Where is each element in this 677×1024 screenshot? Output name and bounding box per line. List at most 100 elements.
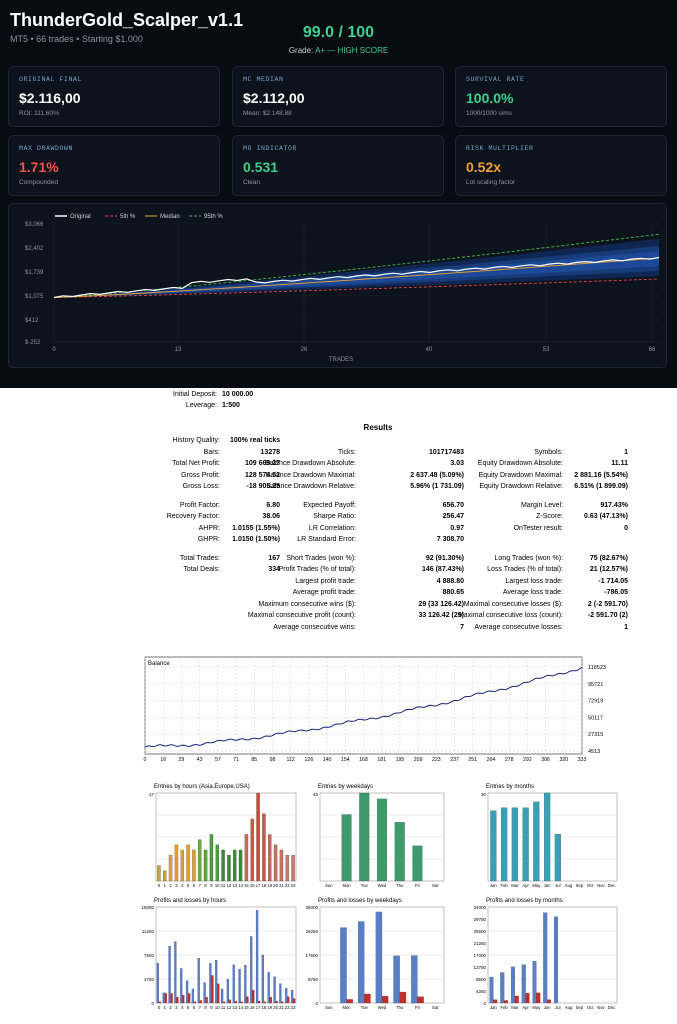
result-value: 0.97: [450, 524, 464, 532]
profit-bar: [162, 992, 165, 1004]
y-tick: 27315: [588, 732, 603, 738]
card-risk-multiplier: RISK MULTIPLIER 0.52x Lot scaling factor: [455, 135, 667, 196]
x-tick: 18: [262, 883, 267, 888]
loss-bar: [176, 997, 179, 1004]
loss-bar: [205, 997, 208, 1004]
histogram-bar: [511, 807, 518, 882]
loss-bar: [246, 996, 249, 1004]
x-tick: 333: [578, 757, 587, 763]
profit-bar: [215, 960, 218, 1004]
profit-bar: [261, 954, 265, 1004]
result-value: 109 669.27: [244, 460, 280, 467]
result-label: Average loss trade:: [502, 589, 563, 596]
x-tick: 19: [267, 1005, 272, 1010]
loss-bar: [193, 1001, 197, 1004]
x-tick: 10: [215, 1005, 220, 1010]
x-tick: 0: [144, 757, 147, 763]
score-value: 99.0 / 100: [302, 24, 375, 41]
y-tick: 50117: [588, 715, 603, 721]
x-tick: 1: [164, 883, 167, 888]
profit-bar: [554, 916, 558, 1004]
profit-bar: [238, 968, 241, 1004]
x-tick: 1: [164, 1005, 167, 1010]
result-label: Total Net Profit:: [172, 460, 220, 467]
profit-bar: [290, 990, 294, 1004]
loss-bar: [211, 975, 214, 1004]
x-tick: 7: [199, 1005, 202, 1010]
x-tick: 0: [158, 883, 161, 888]
x-tick: 8: [204, 1005, 207, 1010]
x-axis-title: TRADES: [329, 357, 353, 363]
loss-bar: [252, 990, 255, 1004]
profit-bar: [279, 983, 282, 1004]
x-tick: 237: [450, 757, 459, 763]
x-tick: 0: [52, 347, 56, 353]
profit-bar: [500, 972, 505, 1004]
result-value: 128 574.52: [244, 471, 280, 479]
x-tick: Nov: [597, 883, 605, 888]
card-label: SURVIVAL RATE: [466, 76, 525, 83]
histogram-title: Entries by weekdays: [318, 784, 373, 790]
result-value: 7 308.70: [436, 536, 464, 543]
loss-bar: [217, 983, 220, 1004]
x-tick: Tue: [361, 883, 369, 888]
histogram-svg: Profits and losses by hours1500011250750…: [141, 898, 297, 1010]
x-tick: Mar: [511, 883, 519, 888]
histogram-bar: [168, 855, 173, 882]
result-label: Total Deals:: [183, 566, 220, 573]
x-tick: Jan: [490, 1005, 497, 1010]
histogram-bar: [490, 810, 497, 882]
result-value: 5.96% (1 731.09): [410, 483, 464, 490]
profit-bar: [220, 988, 224, 1004]
y-tick: 17: [149, 792, 155, 797]
x-tick: 22: [285, 1005, 290, 1010]
result-label: Average profit trade:: [292, 589, 356, 596]
card-mc-median: MC MEDIAN $2.112,00 Mean: $2.148,88: [232, 66, 444, 127]
histogram-bar: [186, 844, 190, 882]
histogram-title: Profits and losses by hours: [154, 898, 226, 904]
histogram-svg: Entries by hours (Asia,Europe,USA)170 1 2 3…: [149, 784, 297, 888]
histogram-bar: [192, 849, 196, 882]
x-tick: 11: [221, 1005, 226, 1010]
y-tick: 118523: [588, 665, 606, 671]
result-value: 7: [460, 623, 464, 631]
result-label: Total Trades:: [179, 554, 220, 562]
chart-series: [53, 233, 660, 299]
histogram-bar: [250, 818, 254, 882]
x-tick: 181: [377, 757, 386, 763]
profit-bar: [168, 945, 171, 1004]
results-title: Results: [363, 423, 393, 432]
card-sub: 1000/1000 sims: [466, 110, 512, 117]
profit-bar: [411, 955, 418, 1004]
y-tick: $3,066: [25, 222, 44, 228]
profit-bar: [180, 968, 183, 1004]
balance-svg: Balance 118523 95721 72919 50117 27315 4513 0 16…: [144, 656, 606, 763]
monte-carlo-panel: ThunderGold_Scalper_v1.1 MT5 • 66 trades…: [0, 0, 677, 388]
card-original-final: ORIGINAL FINAL $2.116,00 ROI: 111,60%: [8, 66, 220, 127]
x-tick: 23: [291, 883, 296, 888]
histogram-bar: [233, 849, 237, 882]
histogram-chart: Entries by hours (Asia,Europe,USA) 17 0 1 2 3…: [142, 781, 298, 891]
x-tick: 23: [291, 1005, 296, 1010]
profit-bar: [226, 979, 230, 1004]
series-median-line: [53, 257, 660, 298]
card-label: MG INDICATOR: [243, 145, 298, 152]
result-value: 75 (82.67%): [589, 554, 628, 562]
x-tick: 5: [187, 1005, 190, 1010]
histogram-bar: [533, 801, 540, 882]
x-tick: 26: [301, 347, 308, 353]
balance-line: [144, 666, 583, 748]
profit-bar: [543, 912, 548, 1004]
profit-bar: [340, 927, 347, 1004]
profit-bar: [203, 982, 206, 1004]
result-value: 656.70: [442, 501, 464, 509]
result-label: Z-Score:: [536, 513, 563, 520]
x-tick: Sun: [325, 883, 333, 888]
result-value: 146 (87.43%): [421, 566, 464, 573]
x-tick: 9: [210, 1005, 213, 1010]
profit-bar: [532, 961, 537, 1004]
x-tick: 4: [181, 883, 184, 888]
initial-deposit-value: 10 000.00: [222, 391, 254, 398]
histogram-bar: [227, 855, 231, 882]
histogram-svg: Entries by weekdays 45 Sun Mon Tue Wed Thu Fri S…: [313, 784, 445, 888]
